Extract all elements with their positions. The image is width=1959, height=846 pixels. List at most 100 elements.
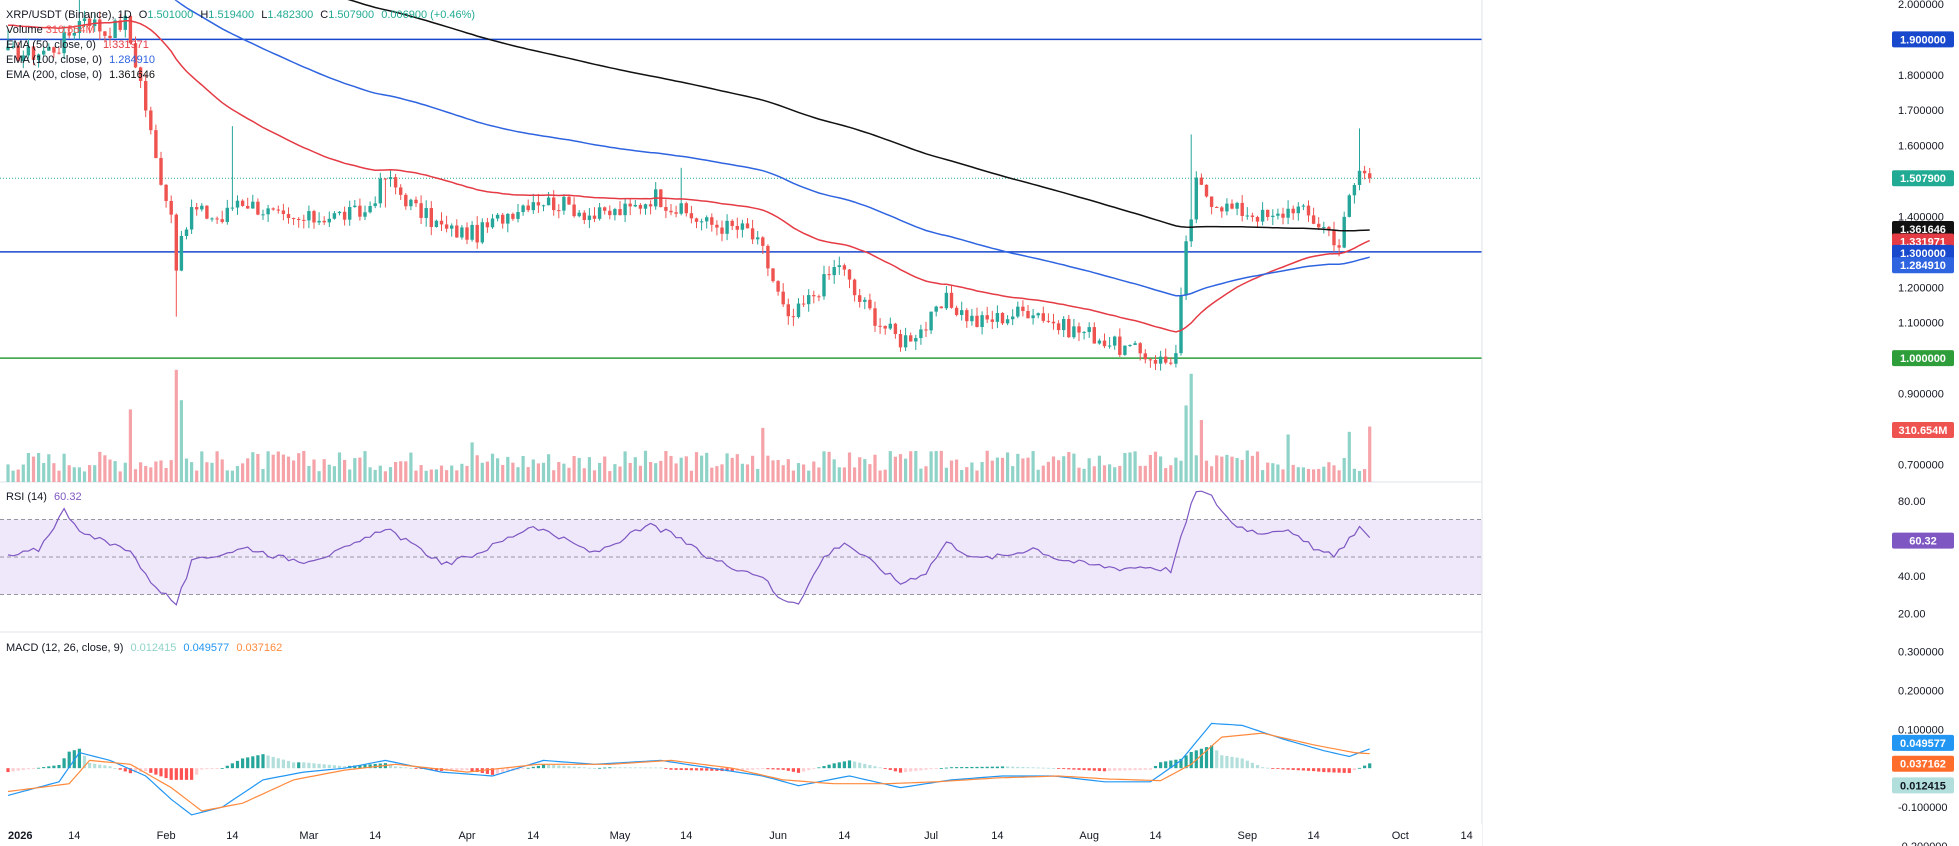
volume-bar <box>210 462 214 482</box>
volume-bar <box>378 465 382 482</box>
candle <box>511 213 515 219</box>
rsi-legend[interactable]: RSI (14) 60.32 <box>6 490 82 505</box>
macd-histogram-bar <box>123 768 127 772</box>
volume-tag[interactable]: 310.654M <box>1892 422 1954 438</box>
volume-bar <box>649 462 653 482</box>
volume-bar <box>154 461 158 482</box>
candle <box>439 220 444 225</box>
support-green-price-tag-text: 1.000000 <box>1900 353 1946 365</box>
volume-bar <box>246 458 250 482</box>
candle <box>903 335 908 348</box>
volume-bar <box>1255 451 1260 482</box>
candle <box>1337 245 1341 248</box>
price-axis-label: 1.100000 <box>1898 318 1944 330</box>
volume-bar <box>756 468 760 482</box>
macd-signal-line[interactable] <box>7 732 1370 812</box>
volume-bar <box>1067 452 1071 482</box>
open-value: 1.501000 <box>147 9 194 21</box>
macd-histogram-bar <box>1357 767 1362 769</box>
macd-histogram-bar <box>1281 768 1285 770</box>
candle <box>847 269 852 280</box>
macd-histogram-bar <box>898 768 903 773</box>
volume-bar <box>404 461 408 482</box>
macd-histogram-bar <box>475 768 479 773</box>
macd-histogram-bar <box>184 768 189 780</box>
volume-bar <box>215 451 219 482</box>
macd-histogram-bar <box>710 768 714 771</box>
candle <box>837 265 841 268</box>
macd-histogram-bar <box>909 768 913 772</box>
volume-bar <box>1026 457 1030 482</box>
macd-histogram-bar <box>88 762 92 769</box>
rsi-tag-text: 60.32 <box>1909 536 1937 548</box>
ema200-legend[interactable]: EMA (200, close, 0) 1.361646 <box>6 68 475 83</box>
volume-bar <box>771 460 775 482</box>
macd-histogram-bar <box>1245 760 1249 769</box>
volume-bar <box>149 467 153 482</box>
ema50-line[interactable] <box>7 19 1371 333</box>
macd-histogram-bar <box>394 766 398 769</box>
candle <box>807 295 811 305</box>
candle <box>1118 336 1122 355</box>
ema50-legend[interactable]: EMA (50, close, 0) 1.331971 <box>6 38 475 53</box>
macd-histogram-bar <box>847 760 852 769</box>
volume-bar <box>235 466 240 482</box>
volume-bar <box>383 471 387 482</box>
candle <box>424 208 428 218</box>
ema200-price-tag-bg <box>1892 221 1954 238</box>
volume-bar <box>1235 457 1239 482</box>
support-green-price-tag[interactable]: 1.000000 <box>1892 350 1954 367</box>
candle <box>276 209 280 211</box>
ema200-line[interactable] <box>8 0 1370 232</box>
volume-bar <box>1352 468 1356 482</box>
volume-bar <box>1138 465 1142 482</box>
support-price-tag[interactable]: 1.300000 <box>1892 244 1954 261</box>
volume-bar <box>414 470 418 482</box>
volume-bar <box>450 465 454 482</box>
candle <box>1322 226 1326 228</box>
time-axis-label: Jun <box>769 830 787 842</box>
macd-histogram-bar <box>317 763 321 769</box>
candle <box>827 274 831 276</box>
macd-tag[interactable]: 0.049577 <box>1892 734 1954 751</box>
macd-histogram-bar <box>26 768 30 770</box>
macd-histogram-bar <box>985 766 989 769</box>
macd-line[interactable] <box>7 722 1370 816</box>
volume-bar <box>399 461 403 482</box>
rsi-line[interactable] <box>7 490 1371 606</box>
resistance-price-tag[interactable]: 1.900000 <box>1892 31 1954 48</box>
volume-bar <box>623 451 627 482</box>
candle <box>898 334 903 348</box>
macd-histogram-bar <box>1312 768 1316 772</box>
macd-legend[interactable]: MACD (12, 26, close, 9) 0.012415 0.04957… <box>6 641 282 656</box>
ema100-price-tag[interactable]: 1.284910 <box>1892 257 1954 274</box>
time-axis-label: 14 <box>838 830 850 842</box>
candle <box>6 46 10 51</box>
macd-histogram-bar <box>878 767 882 769</box>
volume-bar <box>1281 469 1285 482</box>
candle <box>883 325 887 329</box>
macd-histogram-bar <box>1235 757 1239 769</box>
candle <box>801 303 806 305</box>
macd-hist-tag[interactable]: 0.012415 <box>1892 777 1954 794</box>
candle <box>1327 226 1331 231</box>
macd-histogram-bar <box>796 768 801 773</box>
last-price-tag[interactable]: 1.507900 <box>1892 170 1954 187</box>
candle <box>322 220 326 223</box>
symbol-label[interactable]: XRP/USDT (Binance), 1D <box>6 9 132 21</box>
volume-bar <box>312 459 316 482</box>
volume-bar <box>82 471 87 482</box>
price-legend: XRP/USDT (Binance), 1D O1.501000 H1.5194… <box>6 8 475 23</box>
candle <box>67 32 71 36</box>
volume-bar <box>358 457 362 482</box>
volume-legend[interactable]: Volume 310.654M <box>6 23 475 38</box>
macd-histogram-bar <box>623 767 627 769</box>
macd-histogram-bar <box>791 768 795 772</box>
ema200-price-tag[interactable]: 1.361646 <box>1892 221 1954 238</box>
ema100-line[interactable] <box>8 0 1370 297</box>
rsi-tag[interactable]: 60.32 <box>1892 532 1954 549</box>
candle <box>822 274 826 297</box>
ema100-legend[interactable]: EMA (100, close, 0) 1.284910 <box>6 53 475 68</box>
signal-tag[interactable]: 0.037162 <box>1892 755 1954 772</box>
